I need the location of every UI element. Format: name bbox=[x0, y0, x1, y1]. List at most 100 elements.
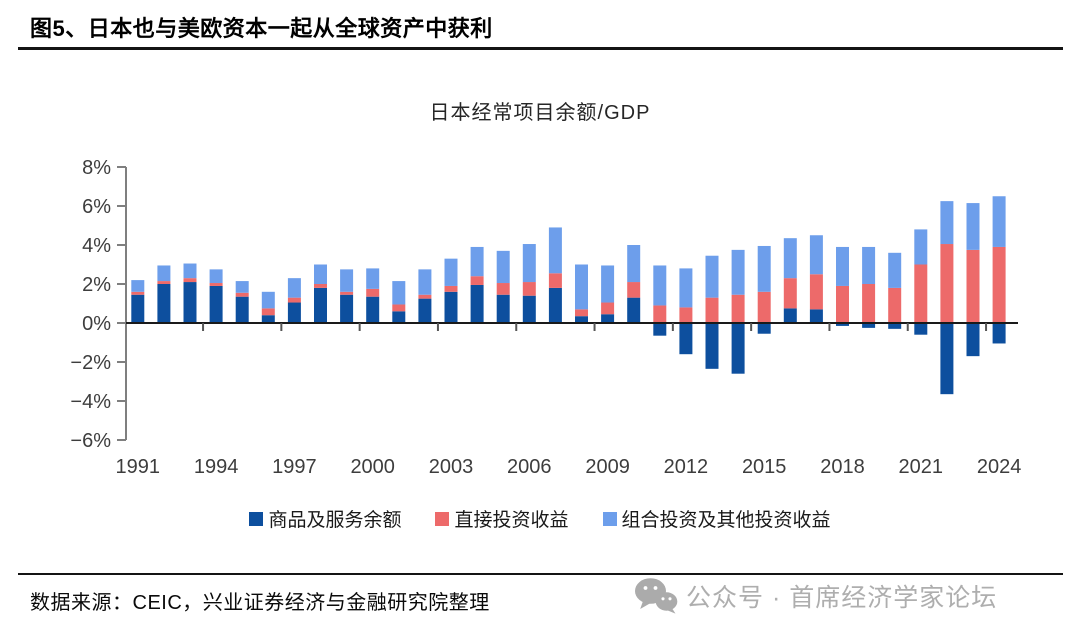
bar-segment-1996 bbox=[261, 291, 275, 309]
y-axis-label: 6% bbox=[82, 196, 111, 218]
legend-item-goods-services: 商品及服务余额 bbox=[249, 505, 401, 532]
legend-label-goods-services: 商品及服务余额 bbox=[268, 510, 402, 531]
x-axis-label: 2012 bbox=[664, 456, 709, 478]
y-axis-label: 2% bbox=[82, 274, 111, 296]
bar-segment-2021 bbox=[914, 229, 928, 265]
bar-segment-2012 bbox=[679, 307, 693, 323]
watermark: 公众号 · 首席经济学家论坛 bbox=[634, 577, 997, 614]
bar-segment-1992 bbox=[157, 284, 171, 323]
bar-segment-2012 bbox=[679, 323, 693, 355]
chart-title: 日本经常项目余额/GDP bbox=[429, 102, 651, 124]
bar-segment-1991 bbox=[131, 291, 145, 295]
bar-segment-1994 bbox=[209, 285, 223, 323]
bar-segment-2016 bbox=[783, 238, 797, 279]
bar-segment-2021 bbox=[914, 264, 928, 323]
y-axis-label: 4% bbox=[82, 235, 111, 257]
bar-segment-2006 bbox=[522, 295, 536, 323]
bar-segment-2015 bbox=[757, 323, 771, 334]
bar-segment-2019 bbox=[862, 323, 876, 328]
title-underline bbox=[18, 47, 1063, 50]
legend-label-portfolio-investment: 组合投资及其他投资收益 bbox=[621, 510, 831, 531]
bar-segment-2008 bbox=[575, 316, 588, 323]
bar-segment-2018 bbox=[836, 323, 849, 326]
x-axis-label: 2000 bbox=[350, 456, 395, 478]
bar-segment-2000 bbox=[366, 288, 380, 297]
y-axis-label: −4% bbox=[70, 391, 111, 413]
x-axis-label: 2003 bbox=[429, 456, 474, 478]
bar-segment-2018 bbox=[836, 246, 849, 286]
bar-segment-2013 bbox=[705, 297, 719, 323]
bar-segment-2007 bbox=[548, 227, 562, 274]
legend-swatch-portfolio-investment bbox=[602, 511, 617, 526]
bar-segment-2014 bbox=[731, 294, 745, 323]
bar-segment-2024 bbox=[992, 246, 1006, 323]
data-source-note: 数据来源：CEIC，兴业证券经济与金融研究院整理 bbox=[30, 592, 490, 614]
bar-segment-2002 bbox=[418, 269, 432, 295]
bar-segment-2009 bbox=[601, 314, 615, 323]
bar-segment-1997 bbox=[287, 297, 301, 303]
bar-segment-2011 bbox=[653, 305, 667, 323]
bar-segment-2002 bbox=[418, 294, 432, 299]
bar-segment-2020 bbox=[888, 323, 902, 329]
bar-segment-1991 bbox=[131, 294, 145, 323]
legend-label-direct-investment: 直接投资收益 bbox=[454, 510, 569, 531]
bar-segment-2018 bbox=[836, 285, 849, 323]
x-axis-label: 2009 bbox=[585, 456, 630, 478]
bar-segment-2014 bbox=[731, 323, 745, 374]
bar-segment-2004 bbox=[470, 284, 484, 323]
bar-segment-2021 bbox=[914, 323, 928, 335]
footer-separator bbox=[18, 573, 1063, 575]
bar-segment-2003 bbox=[444, 258, 458, 286]
bar-segment-2009 bbox=[601, 302, 615, 315]
bar-segment-1996 bbox=[261, 315, 275, 323]
bar-segment-2006 bbox=[522, 244, 536, 283]
bar-segment-1995 bbox=[235, 281, 249, 293]
chart-legend: 商品及服务余额 直接投资收益 组合投资及其他投资收益 bbox=[0, 505, 1080, 532]
bar-segment-2020 bbox=[888, 287, 902, 323]
bar-segment-2019 bbox=[862, 284, 876, 323]
bar-segment-2015 bbox=[757, 245, 771, 292]
bar-segment-2011 bbox=[653, 323, 667, 336]
bar-segment-2022 bbox=[940, 244, 954, 323]
watermark-text: 公众号 · 首席经济学家论坛 bbox=[686, 583, 998, 612]
x-axis-label: 2018 bbox=[820, 456, 865, 478]
bar-segment-2004 bbox=[470, 276, 484, 285]
bar-segment-1994 bbox=[209, 269, 223, 284]
x-axis-label: 1994 bbox=[194, 456, 239, 478]
bar-segment-1998 bbox=[314, 287, 327, 323]
bar-segment-2023 bbox=[966, 249, 980, 323]
x-axis-label: 2021 bbox=[899, 456, 944, 478]
bar-segment-2009 bbox=[601, 265, 615, 303]
bar-segment-2013 bbox=[705, 255, 719, 298]
bar-segment-1992 bbox=[157, 281, 171, 284]
bar-segment-2015 bbox=[757, 291, 771, 323]
bar-segment-2016 bbox=[783, 278, 797, 309]
legend-item-direct-investment: 直接投资收益 bbox=[435, 505, 569, 532]
bar-segment-2012 bbox=[679, 268, 693, 308]
bar-segment-1991 bbox=[131, 280, 145, 292]
bar-segment-1993 bbox=[183, 278, 197, 283]
bar-segment-2001 bbox=[392, 304, 406, 312]
y-axis-label: 8% bbox=[82, 157, 111, 179]
bar-segment-1999 bbox=[340, 294, 354, 323]
bar-segment-2007 bbox=[548, 287, 562, 323]
y-axis-label: −2% bbox=[70, 352, 111, 374]
bar-segment-2017 bbox=[809, 235, 823, 275]
bar-segment-2006 bbox=[522, 282, 536, 296]
bar-segment-1999 bbox=[340, 291, 354, 295]
bar-segment-2020 bbox=[888, 252, 902, 288]
legend-item-portfolio-investment: 组合投资及其他投资收益 bbox=[602, 505, 831, 532]
bar-segment-1994 bbox=[209, 283, 223, 286]
bar-segment-2003 bbox=[444, 285, 458, 292]
y-axis-label: 0% bbox=[82, 313, 111, 335]
bar-segment-2005 bbox=[496, 250, 510, 284]
bar-segment-2023 bbox=[966, 203, 980, 250]
bar-segment-1992 bbox=[157, 265, 171, 282]
bar-segment-2000 bbox=[366, 268, 380, 289]
x-axis-label: 1997 bbox=[272, 456, 317, 478]
bar-segment-1998 bbox=[314, 264, 327, 284]
bar-segment-2016 bbox=[783, 308, 797, 323]
bar-segment-2022 bbox=[940, 323, 954, 395]
x-axis-label: 2006 bbox=[507, 456, 552, 478]
